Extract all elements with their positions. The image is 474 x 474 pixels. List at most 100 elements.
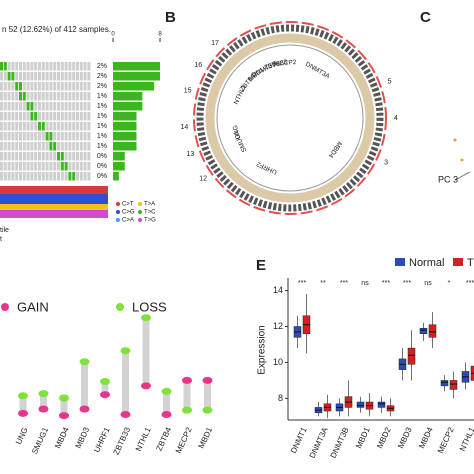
y-axis-label: Expression [257, 325, 268, 374]
row-percent: 1% [97, 133, 107, 140]
onco-cell [64, 102, 68, 111]
onco-cell [34, 112, 38, 121]
onco-cell [87, 112, 91, 121]
bar [113, 132, 137, 141]
onco-cell [19, 72, 22, 81]
onco-cell [41, 92, 45, 101]
onco-cell [7, 132, 11, 141]
onco-cell [76, 102, 79, 111]
onco-cell [68, 152, 72, 161]
onco-cell [0, 152, 3, 161]
onco-cell [76, 82, 79, 91]
point [182, 376, 192, 384]
legend-swatch [116, 202, 120, 206]
onco-cell [3, 62, 7, 71]
onco-cell [38, 82, 41, 91]
bar [113, 102, 143, 111]
point [79, 405, 90, 413]
onco-cell [38, 172, 41, 181]
onco-cell [7, 172, 11, 181]
onco-cell [72, 82, 76, 91]
bar [113, 162, 125, 171]
onco-cell [26, 172, 30, 181]
onco-cell [3, 152, 7, 161]
onco-cell [60, 72, 64, 81]
onco-cell [76, 152, 79, 161]
onco-cell [7, 142, 11, 151]
point [38, 405, 49, 413]
onco-cell [64, 112, 68, 121]
onco-cell [34, 122, 38, 131]
onco-cell [72, 152, 76, 161]
legend-swatch [116, 218, 120, 222]
circos-ring [196, 24, 384, 212]
y-tick-label: 8 [278, 393, 283, 403]
onco-cell [38, 92, 41, 101]
x-tick-label: 8 [158, 32, 162, 38]
onco-cell [15, 172, 19, 181]
bar [113, 142, 137, 151]
onco-cell [19, 62, 22, 71]
onco-cell [68, 72, 72, 81]
signature-band [0, 194, 108, 204]
onco-cell [79, 142, 83, 151]
onco-cell [19, 162, 22, 171]
onco-cell [53, 122, 57, 131]
x-tick-label: UNG [14, 426, 30, 446]
onco-cell [83, 102, 87, 111]
onco-cell [49, 142, 53, 151]
legend-swatch [138, 202, 142, 206]
onco-cell [79, 112, 83, 121]
onco-cell [38, 102, 41, 111]
onco-cell [38, 152, 41, 161]
bar [113, 82, 155, 91]
box [407, 347, 416, 365]
onco-cell [30, 132, 34, 141]
onco-cell [22, 132, 26, 141]
significance: *** [466, 280, 474, 287]
chromosome-label: 15 [184, 87, 192, 94]
y-tick-label: 10 [273, 357, 283, 367]
onco-cell [0, 162, 3, 171]
x-tick-label: MBD2 [375, 425, 393, 449]
point [100, 391, 110, 399]
significance: *** [298, 280, 306, 287]
range-bar [142, 317, 150, 386]
onco-cell [76, 162, 79, 171]
x-tick-label: MBD3 [74, 425, 92, 449]
onco-cell [45, 102, 49, 111]
x-tick-label: ZBTB4 [155, 425, 174, 452]
onco-cell [22, 162, 26, 171]
onco-cell [72, 172, 76, 181]
x-tick-label: MBD4 [417, 425, 435, 449]
onco-cell [7, 102, 11, 111]
onco-cell [64, 72, 68, 81]
range-bar [101, 381, 109, 395]
onco-cell [68, 112, 72, 121]
onco-cell [64, 62, 68, 71]
onco-cell [0, 122, 3, 131]
onco-cell [7, 82, 11, 91]
panel-label: E [256, 257, 266, 274]
onco-cell [68, 92, 72, 101]
bar [113, 172, 119, 181]
chromosome-label: 13 [186, 151, 194, 158]
legend-swatch [138, 218, 142, 222]
onco-cell [15, 72, 19, 81]
onco-cell [87, 132, 91, 141]
onco-cell [45, 122, 49, 131]
legend-label: C>A [122, 218, 134, 224]
onco-cell [0, 132, 3, 141]
onco-cell [15, 142, 19, 151]
onco-cell [76, 72, 79, 81]
onco-cell [57, 112, 60, 121]
onco-cell [57, 152, 60, 161]
onco-cell [76, 142, 79, 151]
x-tick-label: MECP2 [436, 425, 456, 454]
box [419, 328, 428, 334]
row-percent: 0% [97, 173, 107, 180]
onco-cell [15, 162, 19, 171]
onco-cell [30, 152, 34, 161]
onco-cell [0, 172, 3, 181]
